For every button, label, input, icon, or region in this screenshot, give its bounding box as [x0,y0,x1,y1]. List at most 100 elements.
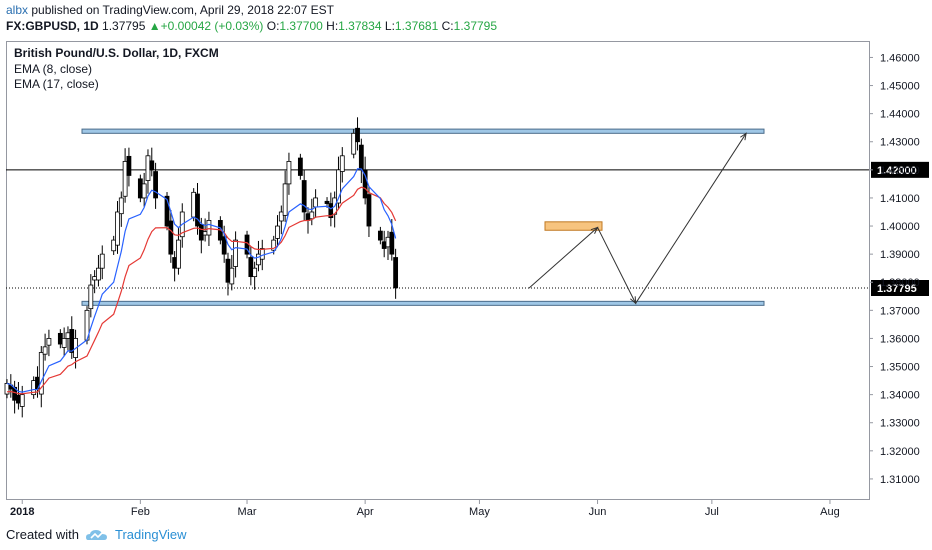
candle-body [297,157,303,176]
candle-body [355,127,360,143]
candle-body [4,382,10,395]
y-tick-label: 1.39000 [880,249,920,261]
change-value: +0.00042 (+0.03%) [160,19,264,33]
candle-body [57,332,63,345]
low-label: L: [384,19,395,33]
candle-body [271,239,277,251]
candle-body [206,220,212,236]
candle-body [351,132,357,155]
y-tick-label: 1.40000 [880,221,920,233]
plot-frame [6,41,870,500]
candle-body [65,332,71,339]
candle-body [115,211,120,246]
created-with-label: Created with [6,527,79,542]
indicator-ema-fast: EMA (8, close) [14,62,92,76]
candle-body [282,183,288,216]
tradingview-brand[interactable]: TradingView [114,527,187,542]
indicator-ema-slow: EMA (17, close) [14,77,99,91]
candle-body [69,329,75,353]
candle-body [19,394,25,407]
candle-body [275,225,280,239]
candle-body [172,257,178,269]
y-tick-label: 1.37000 [880,305,920,317]
candle-body [176,239,181,269]
author-name[interactable]: albx [6,3,29,17]
candle-body [358,144,364,171]
candle-body [389,231,395,255]
ohlc-line: FX:GBPUSD, 1D 1.37795 ▲+0.00042 (+0.03%)… [6,19,497,33]
arrowhead [590,226,599,234]
x-tick-label: Mar [238,506,257,518]
candle-body [99,253,105,269]
candle-body [286,161,292,185]
candle-body [111,239,117,252]
candle-body [278,211,284,222]
candle-body [164,195,170,227]
open-label: O: [266,19,280,33]
candle-body [126,155,132,176]
level-price-badge [871,161,929,178]
candle-body [324,200,330,204]
last-price: 1.37795 [102,19,146,33]
y-tick-label: 1.31000 [880,474,920,486]
resistance-zone [81,128,765,134]
tradingview-cloud-icon [85,529,107,540]
projected-path [528,133,747,305]
candle-body [313,197,319,208]
last-price-badge [871,279,929,296]
chart-title: British Pound/U.S. Dollar, 1D, FXCM [14,46,219,60]
candle-body [198,223,204,241]
candle-body [301,180,307,213]
candle-body [385,236,391,248]
high-label: H: [326,19,339,33]
y-tick-label: 1.45000 [880,81,920,93]
candle-body [153,171,158,199]
open-value: 1.37700 [279,19,323,33]
candle-body [248,257,254,278]
candle-body [168,220,174,255]
candle-body [229,267,235,285]
x-tick-label: Jul [705,506,719,518]
candle-body [366,194,372,227]
y-tick-label: 1.38000 [880,277,920,289]
arrowhead [629,296,637,305]
candle-body [191,191,197,218]
y-tick-label: 1.46000 [880,52,920,64]
x-tick-label: Apr [357,506,374,518]
candle-body [96,267,101,281]
candle-body [309,211,315,220]
candle-body [221,236,227,255]
candle-body [305,213,311,221]
low-value: 1.37681 [394,19,439,33]
level-price-label: 1.42000 [877,165,917,177]
candle-body [256,253,261,266]
y-tick-label: 1.43000 [880,137,920,149]
candle-body [233,239,239,267]
candle-body [42,346,48,355]
candle-body [339,155,345,172]
candle-body [118,197,124,215]
candle-body [393,257,399,289]
high-value: 1.37834 [338,19,382,33]
up-arrow-icon: ▲ [148,19,161,33]
y-tick-label: 1.44000 [880,109,920,121]
target-zone-box [544,221,603,231]
support-zone [81,300,765,306]
arrowhead [740,132,747,141]
x-tick-label: Feb [131,506,150,518]
last-price-label: 1.37795 [877,283,917,295]
candle-body [259,248,265,260]
footer: Created with TradingView [6,527,187,542]
candle-body [141,183,147,199]
x-tick-label: Aug [820,506,840,518]
candle-body [202,231,208,236]
publish-info: albx published on TradingView.com, April… [6,3,334,17]
ema-17-line [6,186,397,395]
close-label: C: [441,19,454,33]
candle-body [336,169,341,204]
candle-body [92,276,98,281]
ema-8-line [6,168,397,393]
candle-body [61,338,67,348]
candle-body [88,284,94,310]
